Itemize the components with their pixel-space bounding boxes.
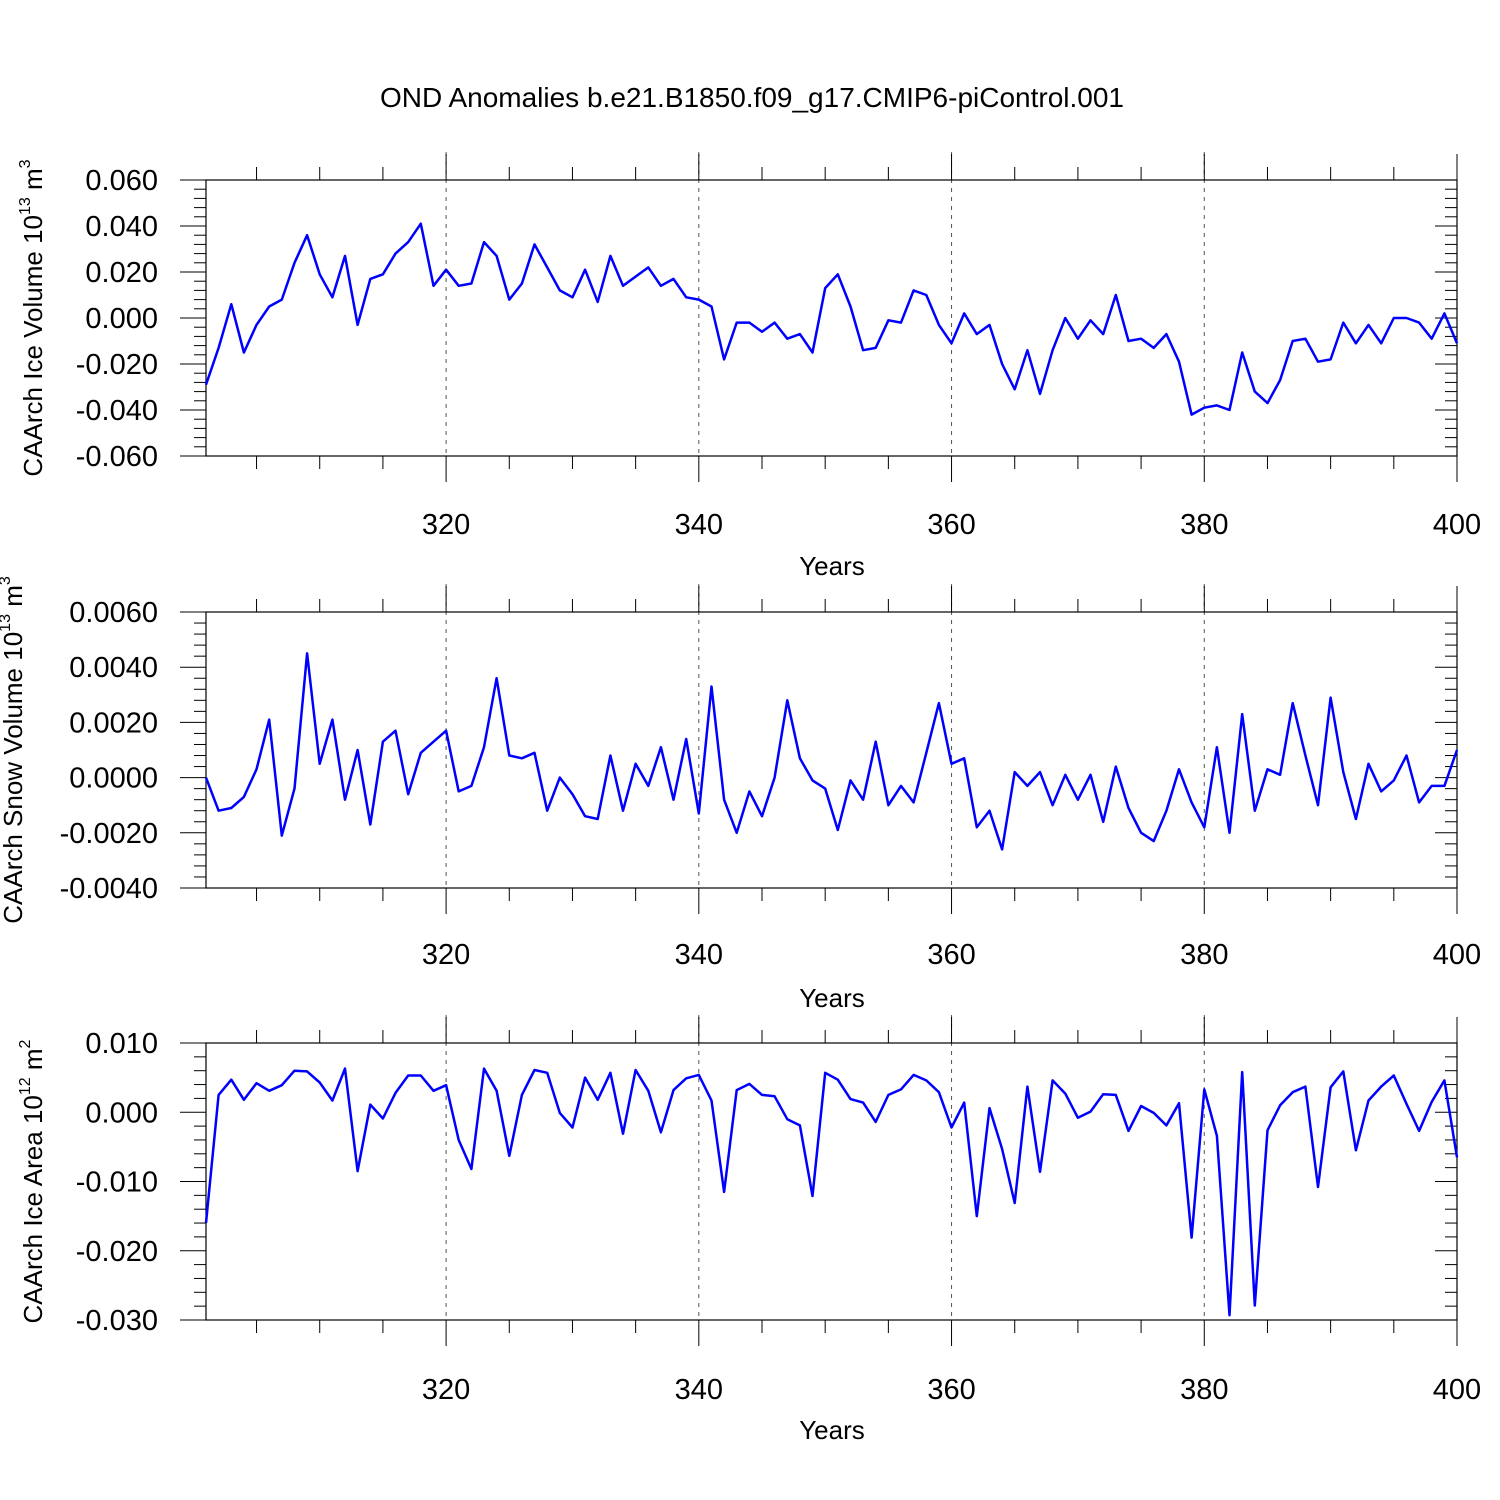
y-axis-title-exp: 13 (17, 197, 34, 215)
y-tick-label: -0.010 (76, 1167, 158, 1199)
x-axis-title: Years (799, 1415, 865, 1445)
y-axis-title-unit-exp: 3 (17, 159, 34, 168)
x-tick-label: 380 (1180, 509, 1228, 541)
y-axis-title-unit: m (0, 585, 28, 614)
x-tick-label: 320 (422, 509, 470, 541)
panel-3: -0.030 -0.020 -0.010 0.000 0.010 320 340 360 380… (17, 1015, 1481, 1445)
x-tick-label: 320 (422, 939, 470, 971)
y-tick-label: 0.0060 (69, 597, 158, 629)
y-tick-label: -0.060 (76, 441, 158, 473)
x-tick-label: 400 (1433, 509, 1481, 541)
y-tick-label: 0.0020 (69, 707, 158, 739)
x-tick-label: 400 (1433, 939, 1481, 971)
y-tick-label: 0.0040 (69, 652, 158, 684)
x-tick-label: 340 (675, 1374, 723, 1406)
y-axis-title-text: CAArch Snow Volume 10 (0, 632, 28, 924)
y-tick-label: 0.000 (85, 1097, 158, 1129)
panels: -0.060-0.040-0.0200.0000.0200.0400.06032… (0, 152, 1481, 1445)
x-tick-label: 320 (422, 1374, 470, 1406)
x-axis-title: Years (799, 983, 865, 1013)
panel-2: -0.0040 -0.0020 0.0000 0.0020 0.0040 0.0060 32… (0, 576, 1481, 1013)
y-tick-label: -0.040 (76, 395, 158, 427)
series-line (204, 222, 1459, 416)
y-axis-title-unit-exp: 2 (17, 1039, 34, 1048)
y-tick-label: -0.0040 (60, 873, 158, 905)
y-axis-title-exp: 13 (0, 614, 14, 632)
y-tick-label: -0.020 (76, 1236, 158, 1268)
y-axis-title-exp: 12 (17, 1077, 34, 1095)
y-axis-title-unit: m (18, 1048, 48, 1077)
plot-frame (205, 1042, 1458, 1321)
y-tick-label: 0.010 (85, 1028, 158, 1060)
y-tick-label: -0.030 (76, 1305, 158, 1337)
x-tick-label: 340 (675, 939, 723, 971)
panel-1: -0.060 -0.040 -0.020 0.000 0.020 0.040 0.060 32… (17, 152, 1481, 581)
plot-frame (205, 179, 1458, 457)
series-line (204, 1067, 1459, 1317)
y-tick-label: 0.040 (85, 211, 158, 243)
y-axis-title-unit: m (18, 168, 48, 197)
y-tick-label: 0.0000 (69, 763, 158, 795)
x-tick-label: 360 (927, 939, 975, 971)
figure-title: OND Anomalies b.e21.B1850.f09_g17.CMIP6-… (380, 82, 1124, 113)
y-tick-label: 0.000 (85, 303, 158, 335)
y-tick-label: -0.020 (76, 349, 158, 381)
y-axis-title-text: CAArch Ice Volume 10 (18, 215, 48, 477)
series-line (204, 652, 1459, 851)
x-tick-label: 340 (675, 509, 723, 541)
x-tick-label: 380 (1180, 1374, 1228, 1406)
x-axis-title: Years (799, 551, 865, 581)
x-tick-label: 360 (927, 509, 975, 541)
y-axis-title-text: CAArch Ice Area 10 (18, 1095, 48, 1323)
y-tick-label: 0.020 (85, 257, 158, 289)
plot-frame (205, 611, 1458, 889)
y-axis-title: CAArch Snow Volume 1013 m3 (0, 576, 28, 924)
x-tick-label: 400 (1433, 1374, 1481, 1406)
y-axis-title: CAArch Ice Area 1012 m2 (17, 1039, 48, 1323)
y-tick-label: 0.060 (85, 165, 158, 197)
y-tick-label: -0.0020 (60, 818, 158, 850)
x-tick-label: 360 (927, 1374, 975, 1406)
y-axis-title: CAArch Ice Volume 1013 m3 (17, 159, 48, 476)
y-axis-title-unit-exp: 3 (0, 576, 14, 585)
x-tick-label: 380 (1180, 939, 1228, 971)
